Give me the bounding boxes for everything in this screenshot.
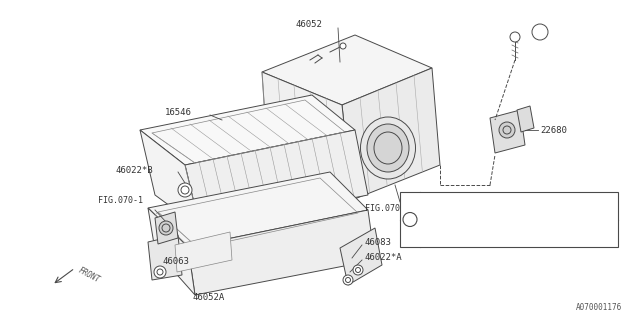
Ellipse shape <box>360 117 415 179</box>
Text: FIG.070-1: FIG.070-1 <box>98 196 143 204</box>
Polygon shape <box>342 68 440 200</box>
Text: 1: 1 <box>408 215 413 224</box>
Circle shape <box>403 212 417 227</box>
Circle shape <box>159 221 173 235</box>
Text: A070001176: A070001176 <box>576 303 622 312</box>
Polygon shape <box>517 106 534 132</box>
Polygon shape <box>185 130 368 228</box>
Text: 46022*B: 46022*B <box>115 165 152 174</box>
Polygon shape <box>188 210 375 295</box>
Polygon shape <box>140 95 355 165</box>
Text: FRONT: FRONT <box>77 266 102 284</box>
Polygon shape <box>175 232 232 272</box>
Text: 46052: 46052 <box>295 20 322 28</box>
Circle shape <box>499 122 515 138</box>
Text: 0435S  < -’06MY0512): 0435S < -’06MY0512) <box>424 202 524 211</box>
Circle shape <box>532 24 548 40</box>
Polygon shape <box>148 208 195 295</box>
Circle shape <box>154 266 166 278</box>
Text: 46052A: 46052A <box>192 293 224 302</box>
Circle shape <box>353 265 363 275</box>
Polygon shape <box>340 228 382 285</box>
Text: 46083: 46083 <box>364 237 391 246</box>
Circle shape <box>340 43 346 49</box>
Polygon shape <box>148 172 368 247</box>
Polygon shape <box>490 110 525 153</box>
Polygon shape <box>155 212 178 244</box>
Polygon shape <box>262 35 432 105</box>
Text: 22680: 22680 <box>540 125 567 134</box>
Text: 46022*A: 46022*A <box>364 253 402 262</box>
Text: 1: 1 <box>538 28 543 36</box>
Ellipse shape <box>367 124 409 172</box>
Text: FIG.070-1: FIG.070-1 <box>365 204 410 212</box>
Polygon shape <box>262 72 352 200</box>
Circle shape <box>510 32 520 42</box>
Polygon shape <box>140 130 200 228</box>
Circle shape <box>178 183 192 197</box>
Text: 16546: 16546 <box>165 108 192 116</box>
Text: 46063: 46063 <box>162 258 189 267</box>
Bar <box>400 192 618 247</box>
Polygon shape <box>148 235 182 280</box>
Circle shape <box>343 275 353 285</box>
Text: Q510056<’06MY0601- ): Q510056<’06MY0601- ) <box>424 228 524 237</box>
